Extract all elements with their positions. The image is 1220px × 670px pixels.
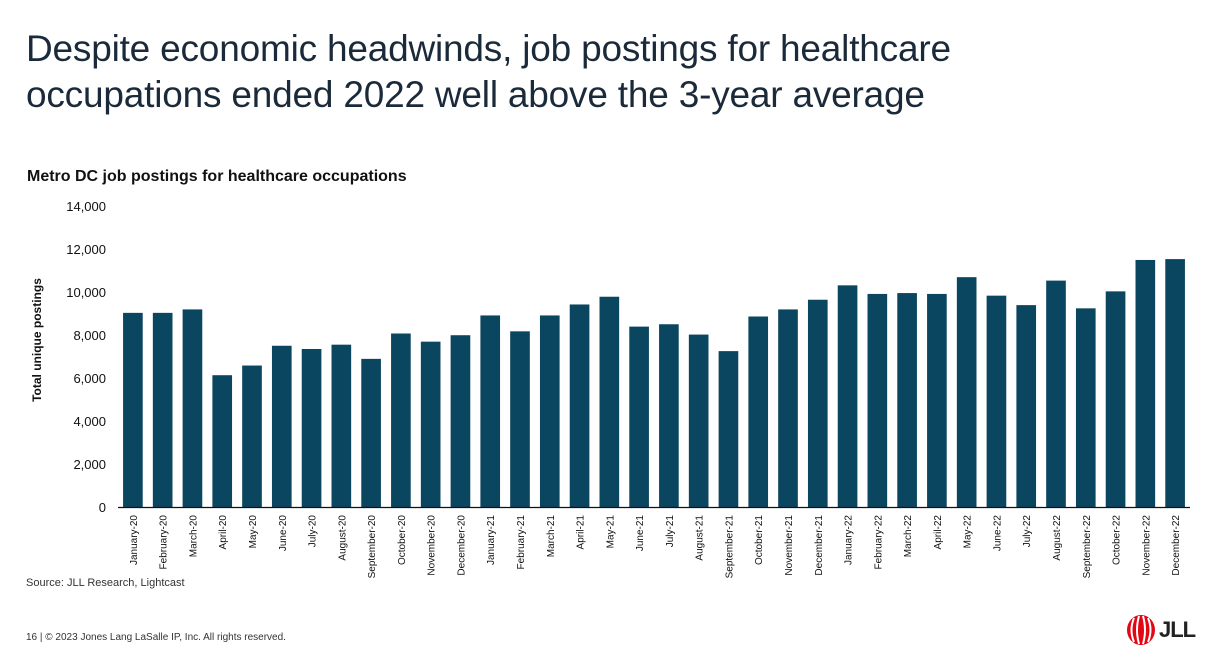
x-tick-label: October-21	[754, 515, 765, 565]
bar	[1075, 308, 1096, 507]
footer-copyright: 16 | © 2023 Jones Lang LaSalle IP, Inc. …	[26, 632, 286, 643]
logo-text: JLL	[1159, 617, 1196, 642]
title-line-1: Despite economic headwinds, job postings…	[26, 28, 951, 69]
bar	[927, 293, 947, 507]
bar	[718, 351, 739, 507]
x-tick-label: August-22	[1052, 515, 1063, 561]
x-tick-label: May-21	[605, 515, 616, 549]
bar	[182, 309, 203, 507]
x-tick-label: January-22	[844, 515, 855, 565]
y-tick-label: 14,000	[66, 199, 106, 214]
y-tick-label: 8,000	[73, 328, 106, 343]
x-tick-label: December-20	[456, 515, 467, 576]
x-tick-label: December-21	[814, 515, 825, 576]
bar	[1016, 305, 1037, 507]
bar	[242, 365, 262, 507]
bar	[480, 315, 501, 507]
x-tick-label: October-20	[397, 515, 408, 565]
x-tick-label: April-20	[218, 515, 229, 550]
bar	[629, 326, 649, 507]
bar	[510, 331, 530, 507]
x-tick-label: October-22	[1112, 515, 1123, 565]
jll-logo-icon	[1127, 615, 1155, 645]
bar	[956, 277, 977, 507]
x-tick-label: June-22	[992, 515, 1003, 552]
bar	[897, 293, 917, 507]
bar	[569, 304, 590, 507]
x-tick-label: November-21	[784, 515, 795, 576]
x-tick-label: January-20	[129, 515, 140, 565]
bar	[450, 335, 471, 507]
bar	[391, 333, 411, 507]
x-tick-label: May-22	[963, 515, 974, 549]
bar	[1046, 280, 1066, 507]
x-tick-label: March-21	[546, 515, 557, 558]
bar	[152, 312, 173, 507]
page-title: Despite economic headwinds, job postings…	[26, 26, 951, 118]
bar	[688, 334, 709, 507]
y-tick-label: 10,000	[66, 285, 106, 300]
x-tick-label: February-21	[516, 515, 527, 570]
y-tick-label: 0	[99, 500, 106, 515]
jll-logo: JLL	[1126, 614, 1196, 646]
x-tick-label: August-20	[337, 515, 348, 561]
source-note: Source: JLL Research, Lightcast	[26, 577, 185, 589]
x-tick-label: July-21	[665, 515, 676, 548]
x-tick-label: March-22	[903, 515, 914, 558]
y-tick-label: 2,000	[73, 457, 106, 472]
bar	[599, 296, 620, 507]
x-tick-label: April-21	[576, 515, 587, 550]
y-tick-label: 4,000	[73, 414, 106, 429]
x-tick-label: November-22	[1141, 515, 1152, 576]
bar	[420, 341, 441, 507]
x-tick-label: September-21	[724, 515, 735, 579]
bar	[748, 316, 769, 507]
bar	[1135, 259, 1156, 507]
bar	[361, 358, 381, 507]
bar-chart: 0 2,000 4,000 6,000 8,000 10,000 12,000 14,000 T…	[30, 199, 1190, 579]
bar	[1105, 291, 1126, 507]
bar	[807, 299, 828, 507]
x-tick-label: May-20	[248, 515, 259, 549]
bar	[986, 295, 1007, 507]
bar	[539, 315, 560, 507]
y-axis-label: Total unique postings	[30, 278, 44, 402]
x-tick-label: March-20	[188, 515, 199, 558]
bar	[659, 324, 679, 507]
x-tick-label: April-22	[933, 515, 944, 550]
bar	[1165, 259, 1185, 507]
bar	[301, 348, 322, 507]
chart-title: Metro DC job postings for healthcare occ…	[27, 168, 407, 185]
x-tick-label: November-20	[427, 515, 438, 576]
bar	[837, 285, 858, 507]
title-line-2: occupations ended 2022 well above the 3-…	[26, 74, 925, 115]
bar	[212, 375, 233, 507]
x-tick-label: December-22	[1171, 515, 1182, 576]
bar	[271, 345, 292, 507]
x-tick-label: July-20	[308, 515, 319, 548]
x-tick-label: September-20	[367, 515, 378, 579]
x-tick-label: June-20	[278, 515, 289, 552]
x-tick-label: August-21	[695, 515, 706, 561]
x-tick-label: June-21	[635, 515, 646, 552]
y-tick-label: 12,000	[66, 242, 106, 257]
x-tick-label: February-20	[159, 515, 170, 570]
x-tick-label: September-22	[1082, 515, 1093, 579]
bar	[123, 312, 143, 507]
x-tick-label: February-22	[873, 515, 884, 570]
x-tick-label: July-22	[1022, 515, 1033, 548]
bar	[331, 344, 352, 507]
bar	[867, 293, 888, 507]
bar	[778, 309, 798, 507]
y-tick-label: 6,000	[73, 371, 106, 386]
x-tick-label: January-21	[486, 515, 497, 565]
